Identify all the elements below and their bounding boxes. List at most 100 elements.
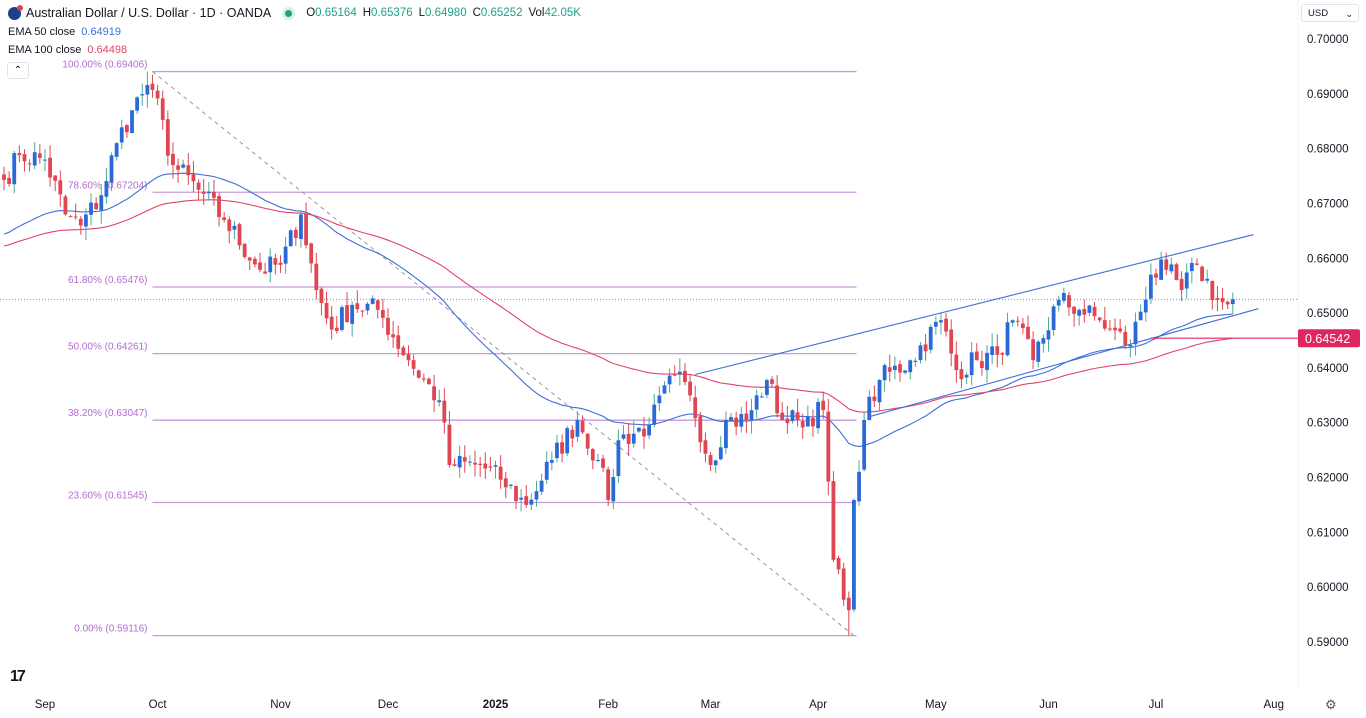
candle-up xyxy=(232,225,237,230)
candle-down xyxy=(1108,328,1112,330)
candle-down xyxy=(416,370,421,378)
symbol-title[interactable]: Australian Dollar / U.S. Dollar · 1D · O… xyxy=(26,6,272,20)
currency-selector[interactable]: USD ⌄ xyxy=(1301,4,1359,22)
candle-down xyxy=(386,317,390,335)
market-open-status-icon xyxy=(285,9,293,17)
candle-up xyxy=(1148,274,1153,299)
candle-down xyxy=(672,374,677,376)
tradingview-logo[interactable]: 17 xyxy=(10,668,26,685)
candle-up xyxy=(1230,299,1235,305)
x-tick-label: Feb xyxy=(598,699,618,711)
candle-down xyxy=(980,361,984,368)
candle-up xyxy=(534,491,539,500)
candle-down xyxy=(887,367,892,372)
candle-down xyxy=(324,303,329,319)
candle-down xyxy=(462,457,467,462)
ohlc-open: O0.65164 xyxy=(306,7,357,19)
candle-down xyxy=(1179,278,1184,291)
candle-up xyxy=(283,246,288,264)
candle-down xyxy=(196,182,201,190)
candle-up xyxy=(759,396,764,398)
settings-gear-icon[interactable]: ⚙ xyxy=(1325,697,1337,712)
candle-up xyxy=(805,416,810,427)
ohlc-low: L0.64980 xyxy=(419,7,467,19)
y-tick-label: 0.60000 xyxy=(1307,582,1349,594)
candle-down xyxy=(959,369,964,380)
candle-down xyxy=(2,174,6,180)
y-tick-label: 0.67000 xyxy=(1307,198,1349,210)
candle-up xyxy=(565,428,570,454)
candle-up xyxy=(1005,322,1010,356)
candle-down xyxy=(1118,328,1123,332)
candle-down xyxy=(278,262,283,265)
fib-level-label: 0.00% (0.59116) xyxy=(74,624,147,635)
candle-up xyxy=(130,110,134,134)
candle-down xyxy=(314,263,319,291)
fib-level-label: 23.60% (0.61545) xyxy=(68,491,148,502)
candle-up xyxy=(12,153,17,185)
candle-down xyxy=(1113,327,1117,331)
candle-down xyxy=(1210,280,1215,301)
candle-down xyxy=(698,416,703,443)
candle-down xyxy=(683,370,687,383)
candle-down xyxy=(227,219,232,232)
ema50-value: 0.64919 xyxy=(81,26,122,38)
candle-down xyxy=(27,163,32,165)
candle-down xyxy=(800,420,805,428)
candle-down xyxy=(708,455,713,465)
candle-down xyxy=(442,400,447,423)
x-tick-label: Oct xyxy=(149,699,168,711)
candle-down xyxy=(258,262,262,270)
ohlc-high: H0.65376 xyxy=(363,7,413,19)
candle-down xyxy=(1123,331,1128,346)
ohlc-close: C0.65252 xyxy=(473,7,523,19)
candle-down xyxy=(846,597,851,611)
candle-down xyxy=(570,429,575,439)
candle-up xyxy=(1046,330,1051,340)
y-tick-label: 0.62000 xyxy=(1307,473,1349,485)
candle-up xyxy=(636,427,641,432)
candle-up xyxy=(370,298,375,304)
candle-up xyxy=(739,414,744,427)
candle-down xyxy=(626,433,631,444)
candle-down xyxy=(775,385,780,414)
x-tick-label: Nov xyxy=(270,699,291,711)
candle-down xyxy=(1000,352,1005,355)
y-tick-label: 0.69000 xyxy=(1307,89,1349,101)
candle-up xyxy=(652,404,657,425)
x-tick-label: Apr xyxy=(809,699,827,711)
candle-up xyxy=(713,460,718,466)
candle-down xyxy=(201,191,206,194)
candle-up xyxy=(206,191,211,194)
ema50-legend[interactable]: EMA 50 close 0.64919 xyxy=(8,26,121,38)
candle-down xyxy=(176,165,180,170)
candle-up xyxy=(114,143,119,157)
candle-down xyxy=(785,418,790,424)
candle-down xyxy=(252,258,257,265)
ema100-legend[interactable]: EMA 100 close 0.64498 xyxy=(8,44,127,56)
candle-down xyxy=(160,98,165,120)
candle-up xyxy=(918,345,923,361)
candle-down xyxy=(642,428,646,437)
candle-down xyxy=(273,258,278,265)
candle-up xyxy=(1138,311,1143,321)
candle-up xyxy=(468,461,472,463)
candle-down xyxy=(1195,263,1199,265)
candle-down xyxy=(37,153,42,158)
candle-up xyxy=(1143,299,1148,313)
candle-down xyxy=(73,216,78,218)
candle-up xyxy=(104,180,109,197)
candle-up xyxy=(790,410,795,422)
candle-up xyxy=(145,85,150,95)
candle-down xyxy=(1015,320,1020,322)
collapse-legend-button[interactable]: ⌃ xyxy=(7,62,29,79)
candle-down xyxy=(94,202,99,210)
open-value: 0.65164 xyxy=(315,7,357,19)
candle-down xyxy=(63,196,68,215)
candle-down xyxy=(944,318,948,332)
candle-down xyxy=(1102,320,1107,329)
candle-down xyxy=(171,153,175,166)
candle-down xyxy=(293,229,298,238)
candle-up xyxy=(350,304,355,324)
